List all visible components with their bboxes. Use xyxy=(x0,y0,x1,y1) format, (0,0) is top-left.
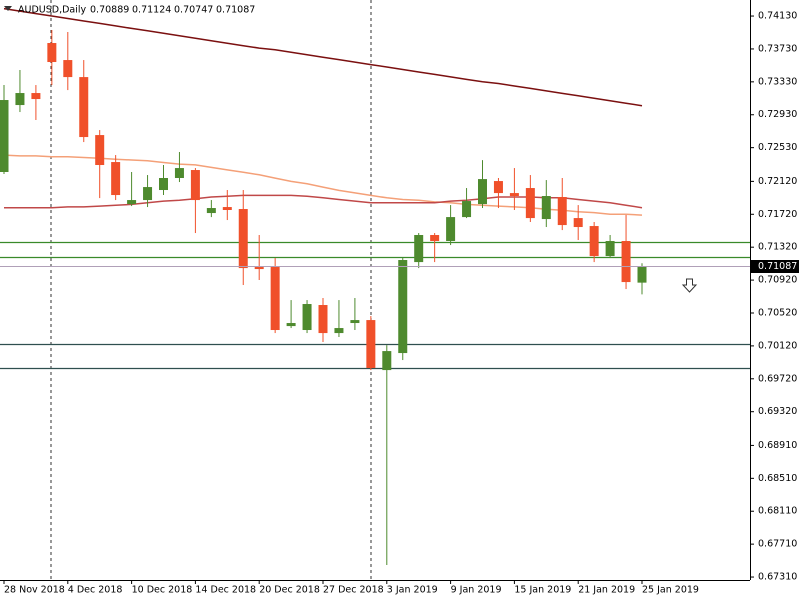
sell-arrow xyxy=(681,278,698,293)
y-tick-label: 0.74130 xyxy=(758,11,797,22)
candle-body xyxy=(414,235,424,263)
candle-body xyxy=(270,267,280,331)
x-tick-label: 9 Jan 2019 xyxy=(451,585,502,596)
candle-body xyxy=(79,77,89,138)
candle-body xyxy=(621,241,631,283)
y-tick-label: 0.70120 xyxy=(758,340,797,351)
x-tick-label: 10 Dec 2018 xyxy=(132,585,193,596)
candle-body xyxy=(206,208,216,214)
y-tick-label: 0.68910 xyxy=(758,440,797,451)
candle-body xyxy=(190,170,200,201)
moving-average xyxy=(3,7,643,107)
moving-average xyxy=(3,154,643,216)
y-tick-label: 0.70920 xyxy=(758,275,797,286)
y-tick-label: 0.73730 xyxy=(758,43,797,54)
candle-body xyxy=(589,226,599,257)
candle-body xyxy=(47,43,57,63)
candle-body xyxy=(95,135,105,166)
x-tick-label: 27 Dec 2018 xyxy=(323,585,384,596)
current-price-box xyxy=(751,260,799,273)
candle-body xyxy=(222,207,232,211)
y-tick-label: 0.72120 xyxy=(758,176,797,187)
candle-body xyxy=(366,320,376,369)
candle-body xyxy=(446,217,456,242)
y-tick-label: 0.67310 xyxy=(758,572,797,583)
candle-body xyxy=(462,201,472,218)
candle-body xyxy=(605,241,615,257)
y-tick-label: 0.67710 xyxy=(758,539,797,550)
candle-body xyxy=(174,168,184,179)
header-close: 0.71087 xyxy=(216,5,255,16)
x-tick-label: 14 Dec 2018 xyxy=(195,585,256,596)
candle-body xyxy=(557,197,567,226)
candle-body xyxy=(15,93,25,106)
candle-body xyxy=(398,260,408,354)
candle-body xyxy=(302,304,312,331)
candle-body xyxy=(254,267,264,270)
candle-body xyxy=(573,218,583,228)
candle-body xyxy=(525,188,535,219)
x-tick-label: 15 Jan 2019 xyxy=(514,585,571,596)
candle-body xyxy=(286,323,296,327)
y-tick-label: 0.71720 xyxy=(758,209,797,220)
candle-body xyxy=(0,100,9,173)
y-tick-label: 0.69720 xyxy=(758,373,797,384)
candle-body xyxy=(143,187,153,201)
y-tick-label: 0.72930 xyxy=(758,109,797,120)
y-tick-label: 0.69320 xyxy=(758,406,797,417)
candle-body xyxy=(493,181,503,194)
candle-body xyxy=(334,328,344,334)
x-tick-label: 25 Jan 2019 xyxy=(642,585,699,596)
candle-body xyxy=(127,200,137,205)
candle-body xyxy=(238,209,248,269)
candle-body xyxy=(509,193,519,197)
candle-body xyxy=(159,178,168,191)
candle-body xyxy=(541,196,551,220)
x-tick-label: 21 Jan 2019 xyxy=(578,585,635,596)
candle-body xyxy=(430,235,440,242)
candle-body xyxy=(63,60,73,78)
candle-body xyxy=(478,179,487,205)
y-tick-label: 0.68510 xyxy=(758,473,797,484)
menu-icon[interactable] xyxy=(4,6,12,11)
x-tick-label: 20 Dec 2018 xyxy=(259,585,320,596)
header-open: 0.70889 xyxy=(90,5,129,16)
y-tick-label: 0.72530 xyxy=(758,142,797,153)
x-tick-label: 3 Jan 2019 xyxy=(387,585,438,596)
current-price-label: 0.71087 xyxy=(758,261,797,272)
candle-body xyxy=(382,351,392,371)
candle-body xyxy=(111,162,121,196)
moving-average xyxy=(4,194,643,209)
header-high: 0.71124 xyxy=(132,5,171,16)
y-tick-label: 0.70520 xyxy=(758,307,797,318)
candle-body xyxy=(350,320,360,324)
y-tick-label: 0.68110 xyxy=(758,506,797,517)
x-tick-label: 4 Dec 2018 xyxy=(68,585,123,596)
candle-body xyxy=(31,93,41,100)
candle-body xyxy=(637,266,647,283)
y-tick-label: 0.71320 xyxy=(758,242,797,253)
header-low: 0.70747 xyxy=(174,5,213,16)
plot-area xyxy=(0,7,750,566)
candle-body xyxy=(318,305,328,334)
chart-title: AUDUSD,Daily xyxy=(18,5,87,16)
x-tick-label: 28 Nov 2018 xyxy=(4,585,65,596)
y-tick-label: 0.73330 xyxy=(758,76,797,87)
